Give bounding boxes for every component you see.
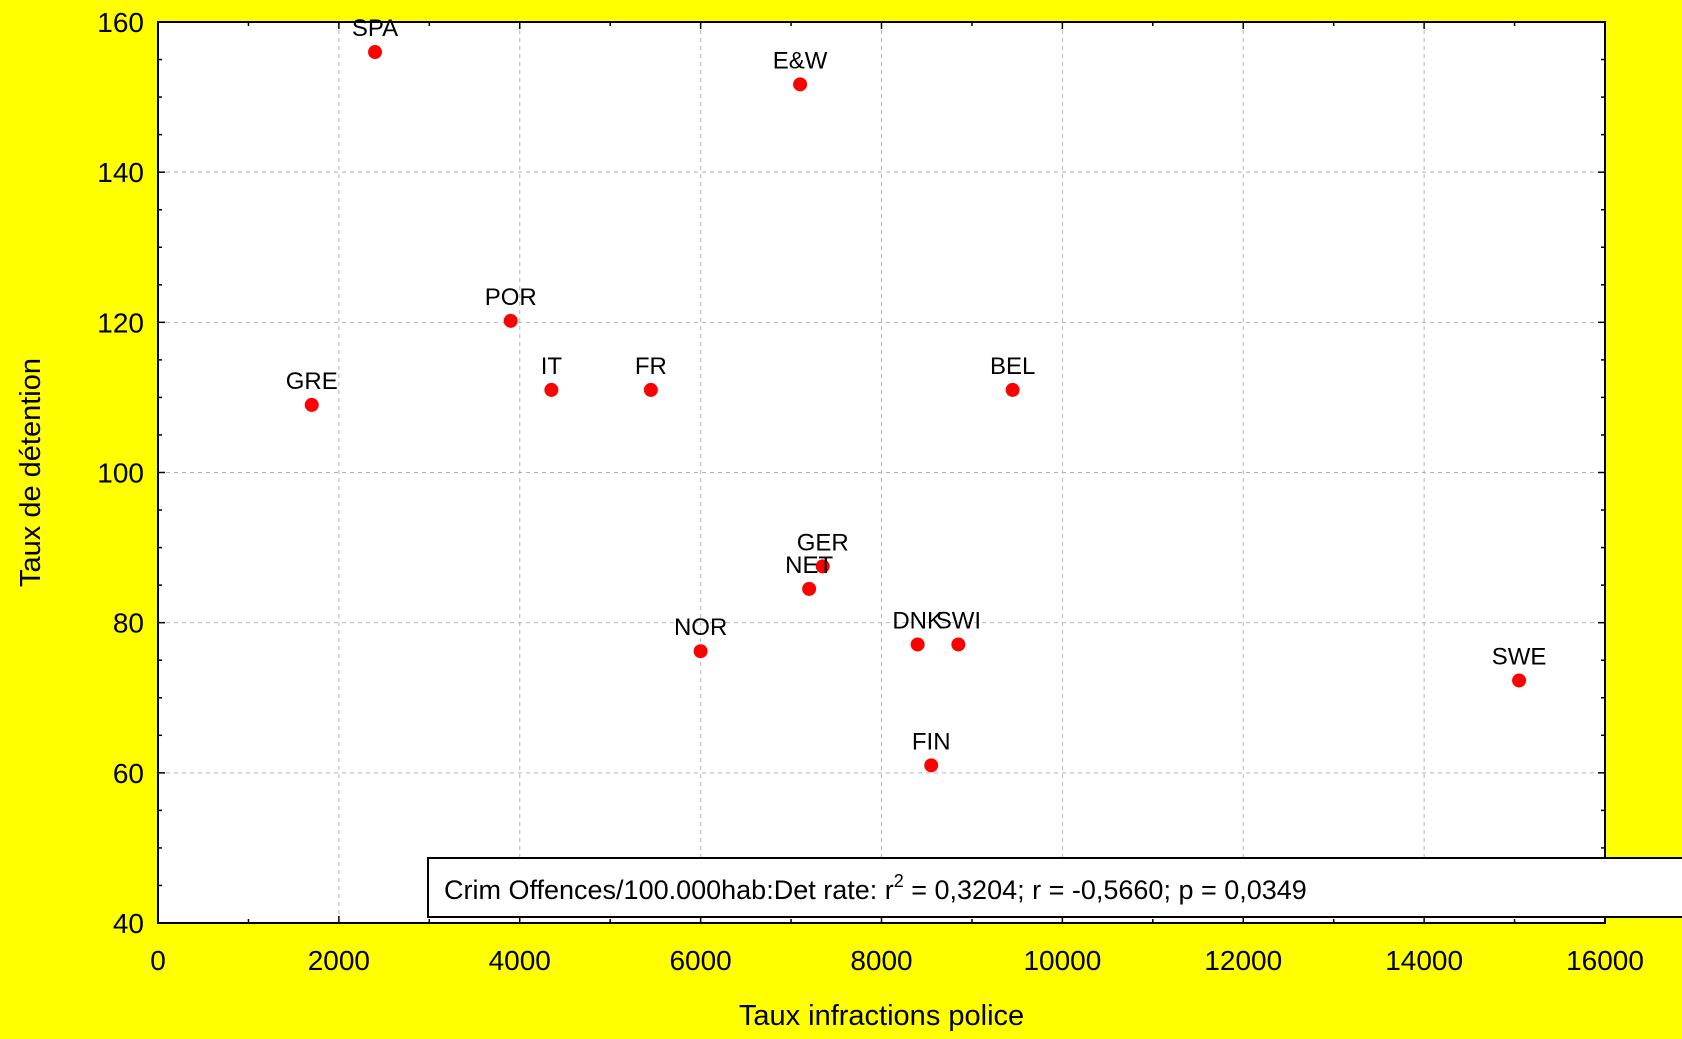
data-point-marker [924, 758, 939, 773]
regression-stats-frame [427, 857, 1682, 918]
x-axis-tick-labels: 0 2000 4000 6000 8000 10000 12000 14000 16000 [150, 945, 1644, 976]
x-tick-label: 8000 [850, 945, 912, 976]
data-point-label: GRE [286, 368, 338, 395]
x-tick-label: 16000 [1566, 945, 1644, 976]
x-tick-label: 4000 [489, 945, 551, 976]
data-point: E&W [773, 47, 828, 92]
data-point-marker [793, 77, 808, 92]
data-point-label: NET [785, 552, 833, 579]
data-point-marker [643, 382, 658, 397]
data-point-marker [1512, 673, 1527, 688]
data-point-marker [910, 637, 925, 652]
data-point: SPA [352, 15, 398, 60]
y-tick-label: 120 [97, 307, 144, 338]
data-point-label: FIN [912, 728, 951, 755]
data-point: FR [635, 353, 667, 397]
data-point: NOR [674, 614, 727, 659]
y-tick-label: 80 [113, 608, 144, 639]
data-point-marker [544, 382, 559, 397]
data-point-marker [1005, 382, 1020, 397]
data-point-marker [503, 313, 518, 328]
data-point-marker [368, 45, 383, 60]
data-point: GRE [286, 368, 338, 412]
regression-stats-superscript: 2 [894, 871, 904, 891]
data-point: BEL [990, 353, 1035, 397]
data-point: DNK [892, 607, 943, 652]
grid-lines [158, 22, 1605, 923]
y-axis-title: Taux de détention [15, 358, 47, 587]
data-point: IT [541, 353, 563, 397]
data-point-marker [802, 581, 817, 596]
data-point-marker [304, 397, 319, 412]
data-point-label: BEL [990, 353, 1035, 380]
data-point-label: NOR [674, 614, 727, 641]
data-point-label: SPA [352, 15, 398, 42]
data-point-label: SWI [936, 607, 981, 634]
data-point-label: DNK [892, 607, 943, 634]
data-point-label: POR [485, 284, 537, 311]
data-point-label: GER [797, 529, 849, 556]
regression-stats-suffix: = 0,3204; r = -0,5660; p = 0,0349 [904, 875, 1307, 905]
data-point: SWE [1492, 643, 1547, 688]
data-point: NET [785, 552, 833, 596]
x-tick-label: 0 [150, 945, 166, 976]
data-point-label: SWE [1492, 643, 1547, 670]
x-tick-label: 12000 [1204, 945, 1282, 976]
y-tick-label: 100 [97, 458, 144, 489]
data-point: POR [485, 284, 537, 328]
data-point-marker [815, 559, 830, 574]
data-point: FIN [912, 728, 951, 773]
x-tick-label: 2000 [308, 945, 370, 976]
x-axis-title: Taux infractions police [739, 1000, 1024, 1032]
regression-stats-box: Crim Offences/100.000hab:Det rate: r2 = … [427, 857, 1682, 918]
data-point-label: FR [635, 353, 667, 380]
x-tick-label: 6000 [669, 945, 731, 976]
regression-stats-prefix: Crim Offences/100.000hab:Det rate: r [444, 875, 894, 905]
y-axis-tick-labels: 40 60 80 100 120 140 160 [97, 7, 144, 939]
data-point: SWI [936, 607, 981, 652]
y-tick-label: 140 [97, 157, 144, 188]
data-point-marker [951, 637, 966, 652]
plot-frame [157, 21, 1606, 924]
x-tick-label: 10000 [1023, 945, 1101, 976]
regression-stats-text: Crim Offences/100.000hab:Det rate: r2 = … [444, 871, 1307, 905]
y-tick-label: 60 [113, 758, 144, 789]
y-tick-label: 40 [113, 908, 144, 939]
y-tick-label: 160 [97, 7, 144, 38]
x-tick-label: 14000 [1385, 945, 1463, 976]
data-point-label: IT [541, 353, 563, 380]
data-point-marker [693, 644, 708, 659]
data-point: GER [797, 529, 849, 574]
data-point-label: E&W [773, 47, 828, 74]
